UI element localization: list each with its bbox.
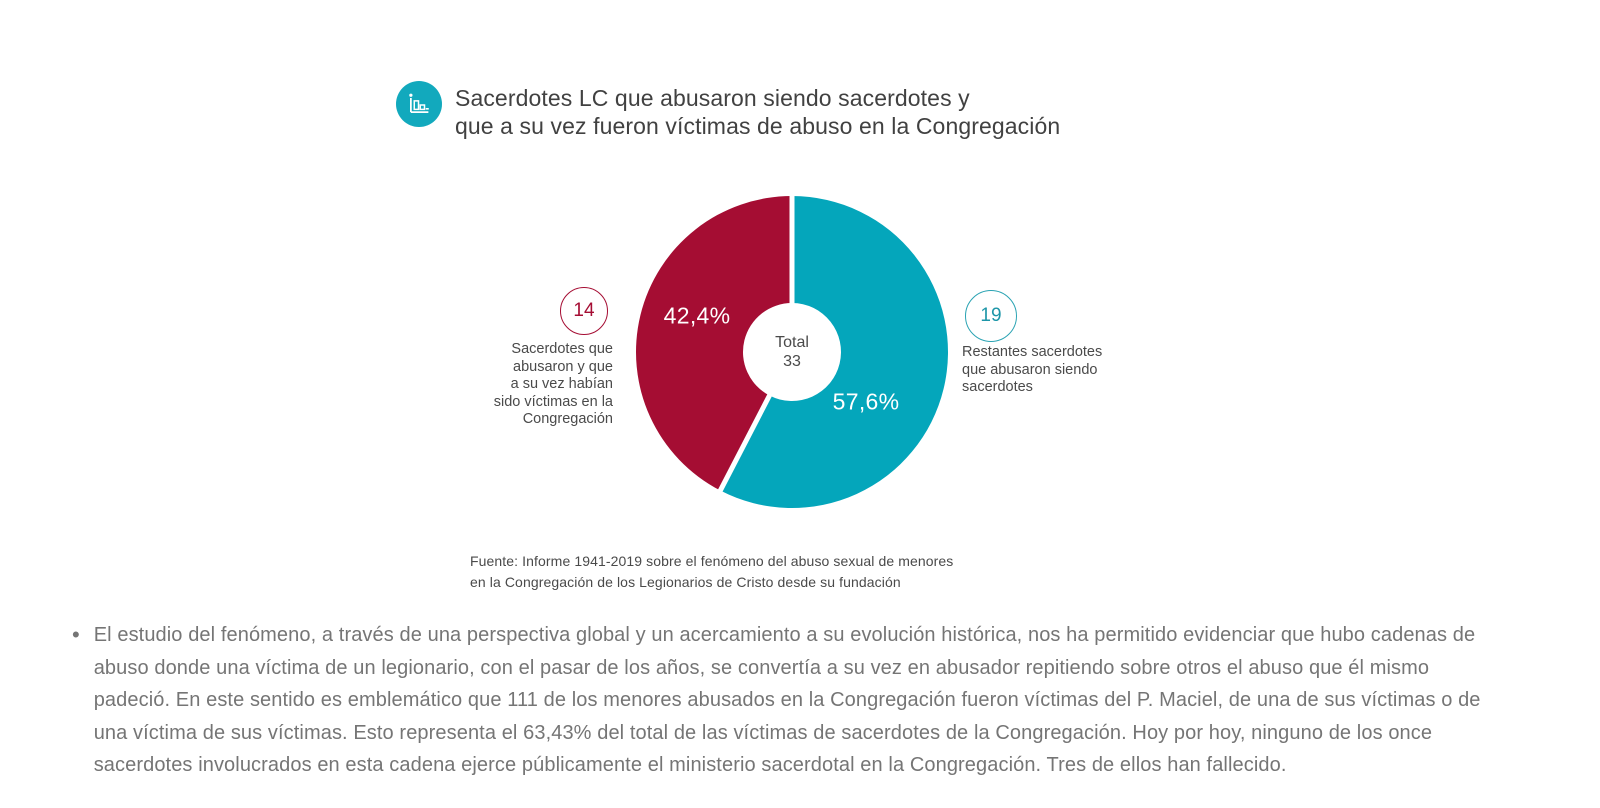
slice-divider [717, 386, 776, 494]
donut-slice [720, 196, 949, 508]
donut-center-label: Total 33 [775, 333, 809, 371]
count-badge-victims: 14 [560, 287, 608, 335]
bullet-icon: • [72, 622, 80, 647]
bar-chart-icon [409, 93, 429, 113]
count-badge-remaining: 19 [965, 290, 1017, 342]
slice-percentage-teal: 57,6% [832, 388, 900, 415]
legend-label-remaining: Restantes sacerdotes que abusaron siendo… [962, 344, 1103, 395]
commentary-bullet-item: • El estudio del fenómeno, a través de u… [72, 619, 1582, 782]
source-note: Fuente: Informe 1941-2019 sobre el fenóm… [470, 553, 954, 590]
donut-slice [636, 196, 792, 491]
total-word: Total [775, 334, 809, 351]
commentary-text: El estudio del fenómeno, a través de una… [93, 624, 1481, 776]
slice-percentage-red: 42,4% [663, 302, 731, 329]
chart-title: Sacerdotes LC que abusaron siendo sacerd… [455, 85, 1061, 139]
legend-label-victims: Sacerdotes que abusaron y que a su vez h… [493, 341, 613, 427]
chart-icon-badge [396, 81, 442, 127]
donut-svg [636, 194, 949, 508]
total-value: 33 [783, 353, 801, 370]
